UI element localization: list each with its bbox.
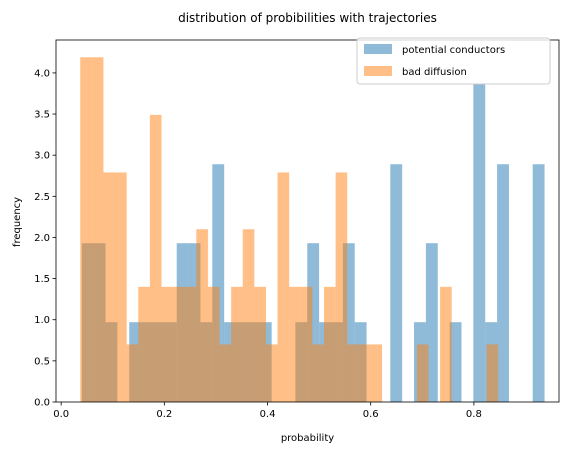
bar-bad-diffusion	[300, 286, 313, 402]
y-axis-label: frequency	[12, 197, 23, 247]
bar-bad-diffusion	[173, 286, 185, 402]
bar-bad-diffusion	[138, 286, 150, 402]
legend-swatch-potential-conductors	[364, 44, 392, 54]
y-tick-label: 3.0	[34, 151, 50, 162]
y-tick-label: 0.5	[34, 356, 50, 367]
bar-bad-diffusion	[370, 344, 383, 402]
bar-bad-diffusion	[103, 172, 116, 402]
bar-potential-conductors	[425, 243, 438, 402]
bar-bad-diffusion	[149, 114, 162, 403]
bar-bad-diffusion	[126, 344, 139, 402]
bars-layer	[80, 57, 545, 403]
bar-potential-conductors	[449, 322, 462, 402]
y-tick-label: 1.0	[34, 315, 50, 326]
bar-bad-diffusion	[335, 172, 348, 402]
x-axis-label: probability	[281, 433, 334, 444]
bar-bad-diffusion	[219, 344, 232, 402]
bar-bad-diffusion	[312, 344, 325, 402]
bar-bad-diffusion	[184, 286, 197, 402]
series-bad-diffusion	[80, 57, 499, 403]
chart-title: distribution of probibilities with traje…	[178, 11, 437, 25]
bar-bad-diffusion	[358, 344, 371, 402]
bar-bad-diffusion	[265, 344, 278, 402]
x-tick-label: 0.8	[466, 409, 482, 420]
y-tick-label: 3.5	[34, 110, 50, 121]
bar-bad-diffusion	[277, 172, 290, 402]
bar-bad-diffusion	[242, 229, 255, 402]
y-tick-label: 2.5	[34, 192, 50, 203]
bar-bad-diffusion	[440, 286, 452, 402]
legend-swatch-bad-diffusion	[364, 66, 392, 76]
bar-bad-diffusion	[254, 286, 266, 402]
bar-bad-diffusion	[347, 344, 359, 402]
bar-bad-diffusion	[289, 286, 301, 402]
bar-bad-diffusion	[80, 57, 92, 402]
bar-potential-conductors	[307, 243, 320, 402]
bar-potential-conductors	[212, 164, 225, 402]
bar-bad-diffusion	[486, 344, 499, 402]
bar-potential-conductors	[532, 164, 545, 402]
legend-frame	[356, 37, 551, 85]
bar-potential-conductors	[473, 84, 486, 403]
bar-bad-diffusion	[207, 286, 220, 402]
bar-potential-conductors	[497, 164, 509, 402]
x-tick-label: 0.0	[53, 409, 69, 420]
bar-bad-diffusion	[324, 286, 336, 402]
bar-bad-diffusion	[161, 286, 174, 402]
legend-label-potential-conductors: potential conductors	[402, 45, 505, 56]
y-tick-label: 2.0	[34, 233, 50, 244]
bar-potential-conductors	[342, 243, 355, 402]
bar-potential-conductors	[390, 164, 403, 402]
x-tick-label: 0.6	[363, 409, 379, 420]
y-tick-label: 4.0	[34, 68, 50, 79]
y-tick-label: 1.5	[34, 274, 50, 285]
legend-label-bad-diffusion: bad diffusion	[402, 67, 467, 78]
bar-bad-diffusion	[416, 344, 429, 402]
bar-bad-diffusion	[231, 286, 243, 402]
x-tick-label: 0.4	[260, 409, 276, 420]
plot-frame	[55, 39, 560, 403]
axes-layer: 0.0 0.2 0.4 0.6 0.8 0.0 0.5 1.0 1.5 2.0 2.5 3.0 3.5 4…	[34, 39, 560, 420]
bar-bad-diffusion	[196, 229, 208, 402]
bar-bad-diffusion	[115, 172, 127, 402]
legend: potential conductors bad diffusion	[356, 37, 551, 85]
y-tick-label: 0.0	[34, 398, 50, 409]
x-tick-label: 0.2	[156, 409, 172, 420]
bar-bad-diffusion	[91, 57, 104, 402]
